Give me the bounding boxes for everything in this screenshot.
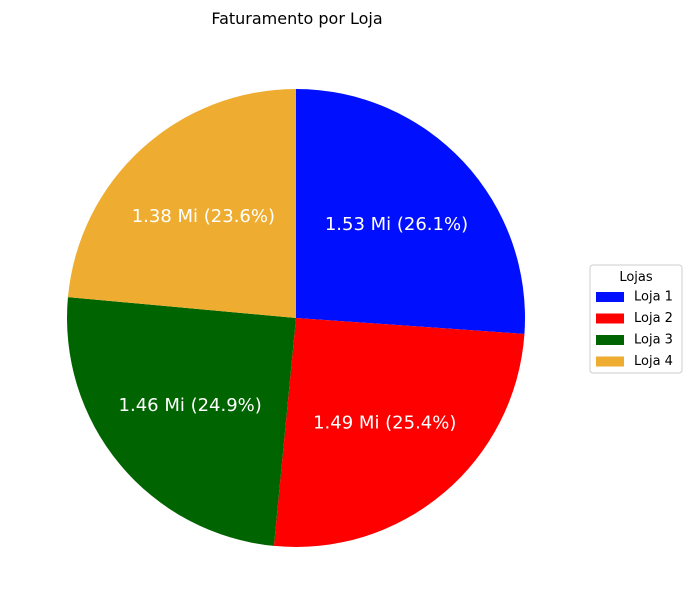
legend-label-loja-3: Loja 3	[634, 333, 673, 348]
slice-label-loja-4: 1.38 Mi (23.6%)	[132, 206, 275, 227]
legend-title: Lojas	[619, 270, 653, 285]
legend-swatch-loja-4	[596, 356, 624, 367]
pie-slice-loja-4	[67, 89, 296, 318]
slice-labels: 1.53 Mi (26.1%) 1.49 Mi (25.4%) 1.46 Mi (2…	[119, 206, 469, 433]
legend-entries: Loja 1 Loja 2 Loja 3 Loja 4	[596, 290, 673, 369]
pie-slice-loja-1	[296, 89, 525, 334]
pie-slices	[67, 89, 525, 547]
legend-swatch-loja-3	[596, 335, 624, 345]
legend-label-loja-1: Loja 1	[634, 290, 673, 305]
legend-swatch-loja-1	[596, 292, 624, 302]
chart-title: Faturamento por Loja	[211, 9, 382, 28]
legend: Lojas Loja 1 Loja 2 Loja 3 Loja 4	[589, 264, 683, 374]
pie-slice-loja-3	[67, 297, 296, 546]
legend-label-loja-4: Loja 4	[634, 354, 673, 369]
slice-label-loja-2: 1.49 Mi (25.4%)	[313, 412, 456, 433]
slice-label-loja-3: 1.46 Mi (24.9%)	[119, 395, 262, 416]
legend-label-loja-2: Loja 2	[634, 311, 673, 326]
legend-swatch-loja-2	[596, 313, 624, 324]
pie-slice-loja-2	[273, 318, 525, 547]
slice-label-loja-1: 1.53 Mi (26.1%)	[325, 214, 468, 235]
